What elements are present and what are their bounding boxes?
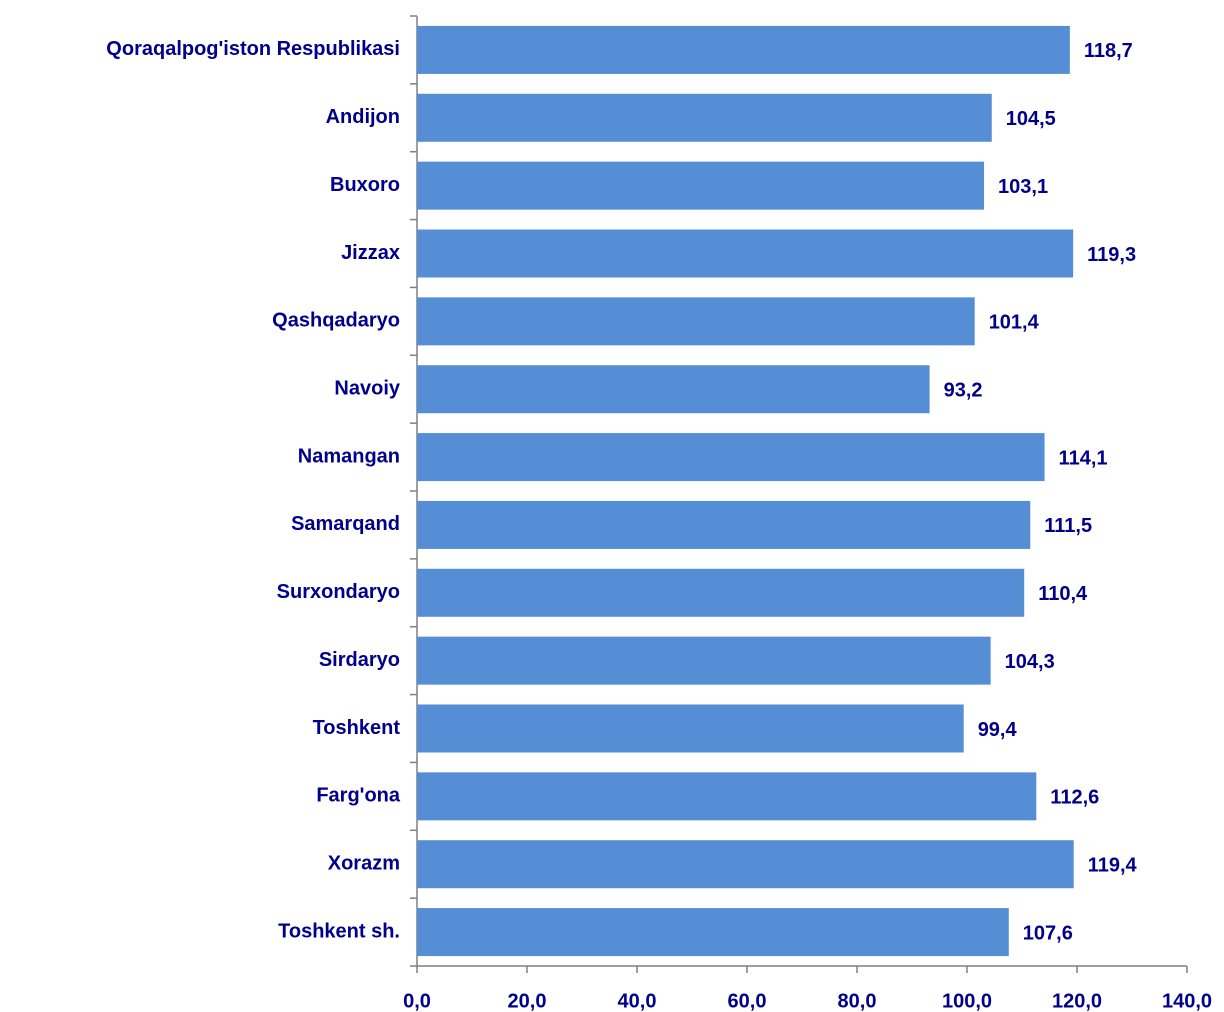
y-tick-label: Qoraqalpog'iston Respublikasi	[106, 38, 400, 60]
x-tick-label: 100,0	[942, 990, 992, 1012]
bar	[417, 704, 964, 753]
value-label: 104,5	[1006, 108, 1056, 130]
x-tick-label: 140,0	[1162, 990, 1212, 1012]
bar	[417, 25, 1070, 74]
value-label: 118,7	[1084, 40, 1133, 62]
x-tick-label: 80,0	[838, 990, 877, 1012]
bar	[417, 500, 1031, 549]
bar	[417, 568, 1025, 617]
value-label: 114,1	[1059, 447, 1108, 469]
x-tick-label: 120,0	[1052, 990, 1102, 1012]
y-tick-label: Toshkent	[313, 717, 401, 739]
bar	[417, 772, 1037, 821]
y-tick-label: Navoiy	[334, 377, 400, 399]
y-tick-label: Xorazm	[328, 852, 400, 874]
value-label: 99,4	[978, 719, 1018, 741]
x-tick-label: 20,0	[508, 990, 547, 1012]
y-tick-label: Samarqand	[291, 513, 400, 535]
y-tick-label: Toshkent sh.	[278, 920, 400, 942]
value-label: 119,3	[1087, 244, 1136, 266]
y-tick-label: Andijon	[326, 106, 400, 128]
bar	[417, 433, 1045, 482]
value-label: 107,6	[1023, 922, 1073, 944]
value-label: 112,6	[1050, 787, 1099, 809]
bar	[417, 840, 1074, 889]
bar	[417, 161, 985, 210]
bar	[417, 93, 992, 142]
bar	[417, 365, 930, 414]
x-tick-label: 60,0	[728, 990, 767, 1012]
bar	[417, 229, 1074, 278]
y-tick-label: Surxondaryo	[277, 581, 400, 603]
y-tick-label: Namangan	[298, 445, 400, 467]
value-label: 103,1	[998, 176, 1048, 198]
y-tick-label: Buxoro	[330, 174, 400, 196]
value-label: 119,4	[1088, 854, 1138, 876]
bar	[417, 908, 1009, 957]
value-label: 111,5	[1044, 515, 1092, 537]
x-tick-label: 0,0	[403, 990, 431, 1012]
value-label: 104,3	[1005, 651, 1055, 673]
y-tick-label: Jizzax	[341, 242, 400, 264]
x-tick-label: 40,0	[618, 990, 657, 1012]
value-label: 110,4	[1038, 583, 1088, 605]
value-label: 101,4	[989, 312, 1040, 334]
y-tick-label: Sirdaryo	[319, 649, 400, 671]
y-tick-label: Farg'ona	[316, 785, 401, 807]
bar	[417, 297, 975, 346]
bar	[417, 636, 991, 685]
value-label: 93,2	[944, 379, 983, 401]
y-tick-label: Qashqadaryo	[272, 310, 400, 332]
